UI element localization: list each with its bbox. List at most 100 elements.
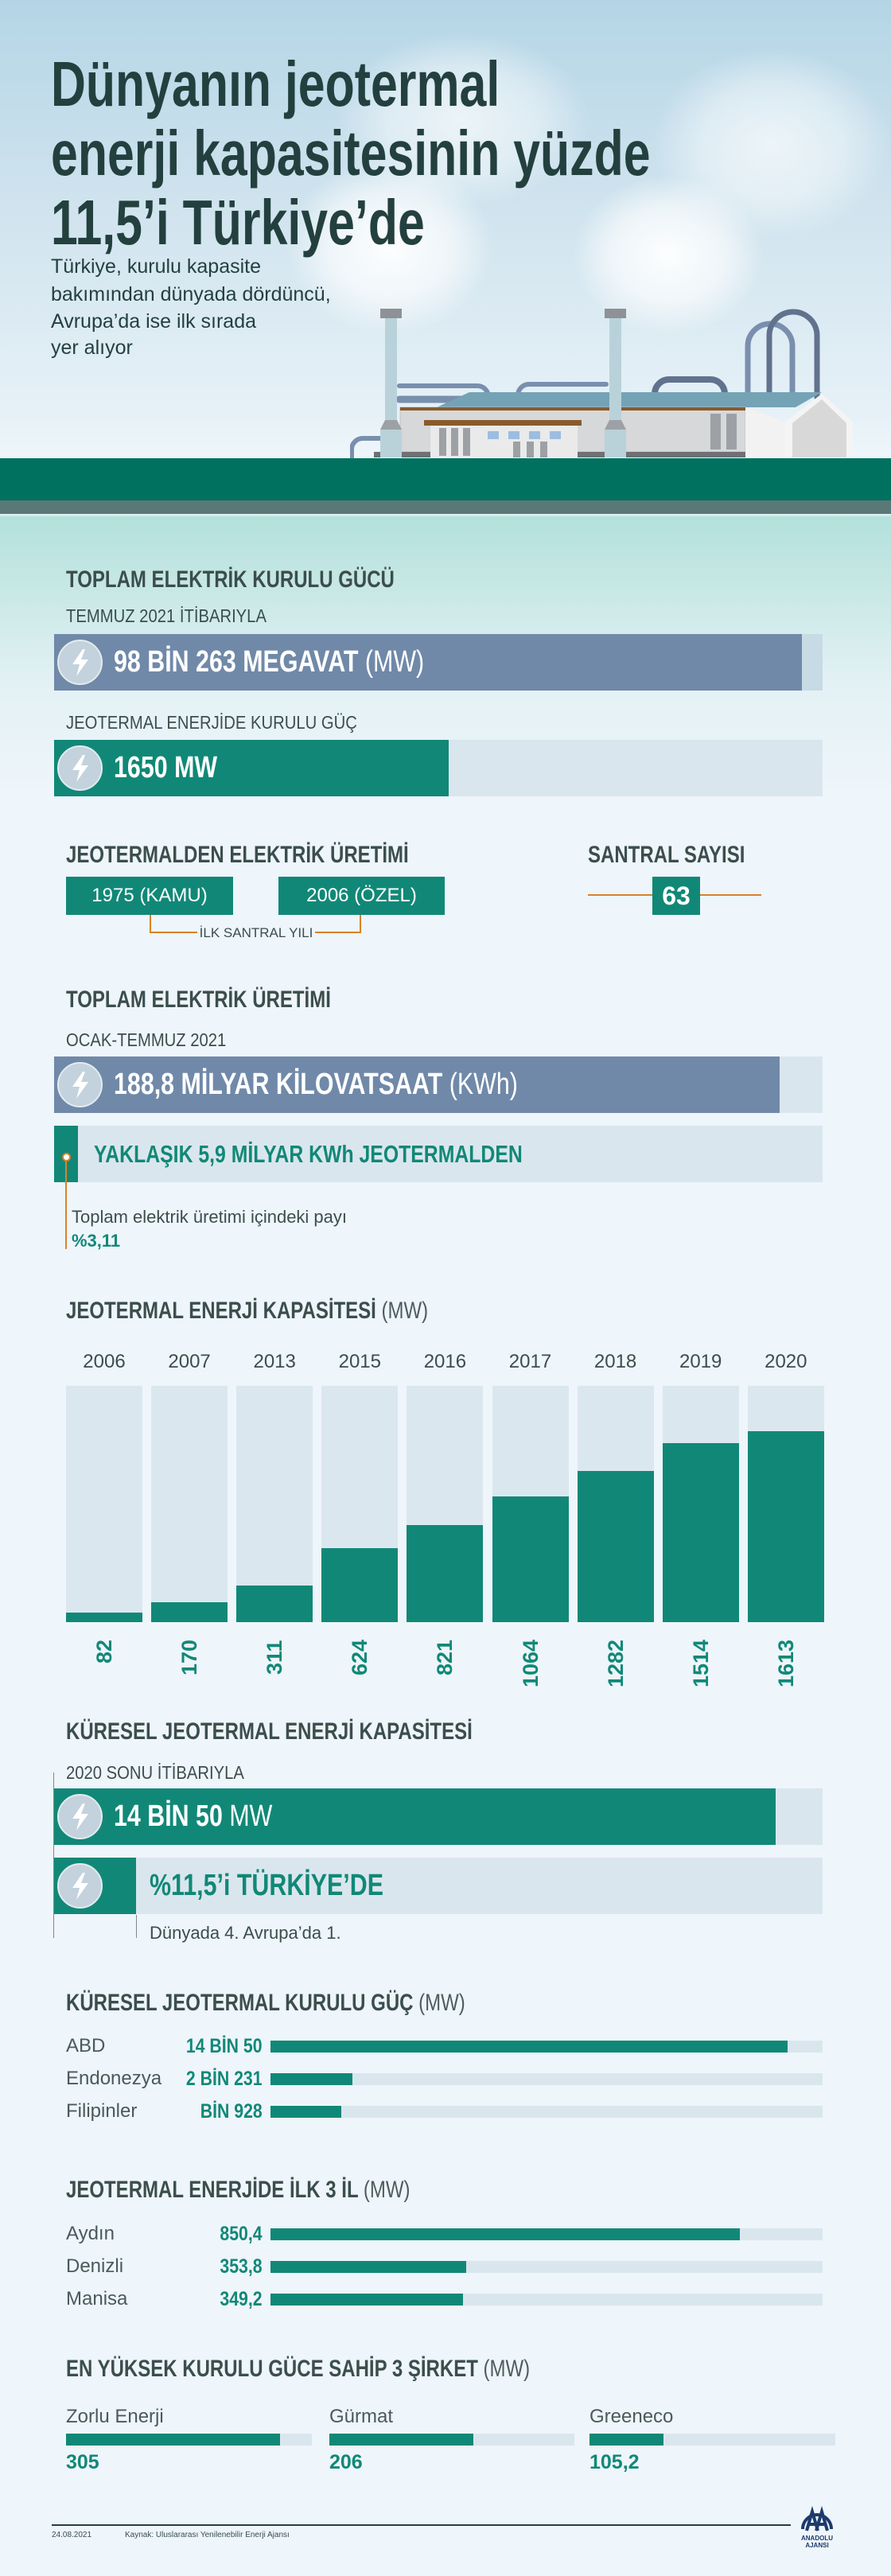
chart-value-label: 1613 [773,1640,798,1688]
lightning-icon [57,745,103,791]
company-value: 206 [329,2451,363,2473]
turkey-share-bar: %11,5’i TÜRKİYE’DE [54,1858,823,1914]
list-row-bar [270,2228,741,2240]
share-pointer-dot [62,1153,71,1162]
list-row-value: 349,2 [103,2287,263,2311]
geothermal-capacity-bar: 1650 MW [54,740,823,796]
company-track [589,2434,835,2446]
chart-year-label: 2015 [338,1351,381,1372]
chart-bar-track [66,1386,142,1622]
ground-band-lower [0,500,891,514]
page-title-line-1: Dünyanın jeotermal [51,49,500,119]
list-row-value-text: 14 BİN 50 [186,2035,263,2057]
chart-value-label: 821 [433,1640,457,1676]
list-row-bar [270,2261,466,2273]
divider-line [136,1915,137,1938]
chart-value-label: 1064 [518,1640,543,1688]
global-capacity-subtitle: 2020 SONU İTİBARIYLA [66,1762,244,1783]
share-pointer-line [65,1157,67,1249]
list-row-track [270,2106,823,2118]
global-capacity-bar: 14 BİN 50 MW [54,1788,823,1845]
rank-note: Dünyada 4. Avrupa’da 1. [150,1923,341,1943]
chart-value-label: 311 [263,1640,287,1675]
chart-year-label: 2020 [765,1351,807,1372]
company-track [329,2434,574,2446]
total-capacity-value: 98 BİN 263 MEGAVAT (MW) [114,645,425,679]
lightning-icon [57,640,103,685]
chart-bar-track [492,1386,569,1622]
list-row-label: ABD [66,2035,106,2057]
company-bar [66,2434,281,2446]
lightning-icon [57,1863,103,1909]
share-label: Toplam elektrik üretimi içindeki payı [72,1207,348,1227]
list-row-value-text: 349,2 [220,2288,263,2310]
chart-bar [236,1585,313,1622]
chart-bar-track [577,1386,654,1622]
total-capacity-bar: 98 BİN 263 MEGAVAT (MW) [54,634,823,691]
list-row-label: Filipinler [66,2100,138,2122]
global-installed-title: KÜRESEL JEOTERMAL KURULU GÜÇ (MW) [66,1990,465,2016]
global-capacity-fill [54,1788,776,1845]
lightning-icon [57,1794,103,1839]
list-row-label: Manisa [66,2288,128,2309]
private-first-plant-year: 2006 (ÖZEL) [278,877,445,915]
subtitle-line: Türkiye, kurulu kapasite [51,255,262,278]
list-row-value: BİN 928 [103,2099,263,2123]
footer-line [52,2524,791,2526]
list-row-value: 353,8 [103,2255,263,2278]
subtitle-line: yer alıyor [51,337,133,359]
list-row-track [270,2261,823,2273]
footer-date: 24.08.2021 [52,2531,92,2539]
page-title-line-2: enerji kapasitesinin yüzde [51,118,651,189]
first-plant-title: JEOTERMALDEN ELEKTRİK ÜRETİMİ [66,842,409,868]
chart-bar [747,1431,824,1622]
list-row-value: 2 BİN 231 [103,2067,263,2091]
chart-bar-track [662,1386,739,1622]
total-generation-bar: 188,8 MİLYAR KİLOVATSAAT (KWh) [54,1056,823,1113]
chart-bar [492,1496,569,1622]
installed-capacity-subtitle: TEMMUZ 2021 İTİBARIYLA [66,605,267,626]
chart-value-label: 1282 [603,1640,628,1688]
chart-bar [321,1548,399,1622]
chart-bar [662,1443,739,1622]
chart-value-label: 170 [177,1640,202,1676]
geothermal-capacity-label: JEOTERMAL ENERJİDE KURULU GÜÇ [66,712,357,733]
divider-line [53,1772,54,1938]
chart-year-label: 2007 [168,1351,211,1372]
chart-bar [577,1470,654,1622]
subtitle-line: bakımından dünyada dördüncü, [51,283,331,305]
capacity-chart-title: JEOTERMAL ENERJİ KAPASİTESİ (MW) [66,1298,429,1324]
geothermal-capacity-value: 1650 MW [114,751,218,784]
share-value: %3,11 [72,1231,121,1251]
chart-bar-track [151,1386,228,1622]
chart-bar-track [747,1386,824,1622]
list-row-bar [270,2073,353,2085]
first-plant-caption: İLK SANTRAL YILI [199,925,313,940]
footer-source: Kaynak: Uluslararası Yenilenebilir Enerj… [125,2531,290,2539]
global-capacity-title: KÜRESEL JEOTERMAL ENERJİ KAPASİTESİ [66,1718,473,1745]
generation-title: TOPLAM ELEKTRİK ÜRETİMİ [66,986,331,1013]
chart-bar [151,1601,228,1622]
list-row-value: 14 BİN 50 [103,2034,263,2058]
total-generation-fill [54,1056,780,1113]
bracket-right [315,915,361,933]
chart-bar-track [236,1386,313,1622]
list-row-track [270,2294,823,2306]
list-row-label: Endonezya [66,2068,162,2089]
total-capacity-fill [54,634,802,691]
top-provinces-title: JEOTERMAL ENERJİDE İLK 3 İL (MW) [66,2177,410,2203]
chart-bar-track [321,1386,399,1622]
company-name: Zorlu Enerji [66,2406,164,2427]
generation-subtitle: OCAK-TEMMUZ 2021 [66,1029,227,1050]
list-row-value-text: 353,8 [220,2255,263,2278]
steam-cloud [652,48,891,239]
chart-value-label: 82 [92,1640,116,1664]
public-first-plant-year: 1975 (KAMU) [66,877,233,915]
top-companies-title: EN YÜKSEK KURULU GÜCE SAHİP 3 ŞİRKET (MW… [66,2356,531,2382]
company-name: Gürmat [329,2406,394,2427]
logo-text: ANADOLU AJANSI [801,2535,833,2549]
page-title-line-3: 11,5’i Türkiye’de [51,187,425,258]
geothermal-generation-bar: YAKLAŞIK 5,9 MİLYAR KWh JEOTERMALDEN [54,1126,823,1182]
company-track [66,2434,312,2446]
list-row-bar [270,2041,788,2053]
